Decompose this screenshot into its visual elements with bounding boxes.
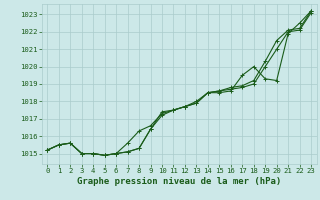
X-axis label: Graphe pression niveau de la mer (hPa): Graphe pression niveau de la mer (hPa) bbox=[77, 177, 281, 186]
